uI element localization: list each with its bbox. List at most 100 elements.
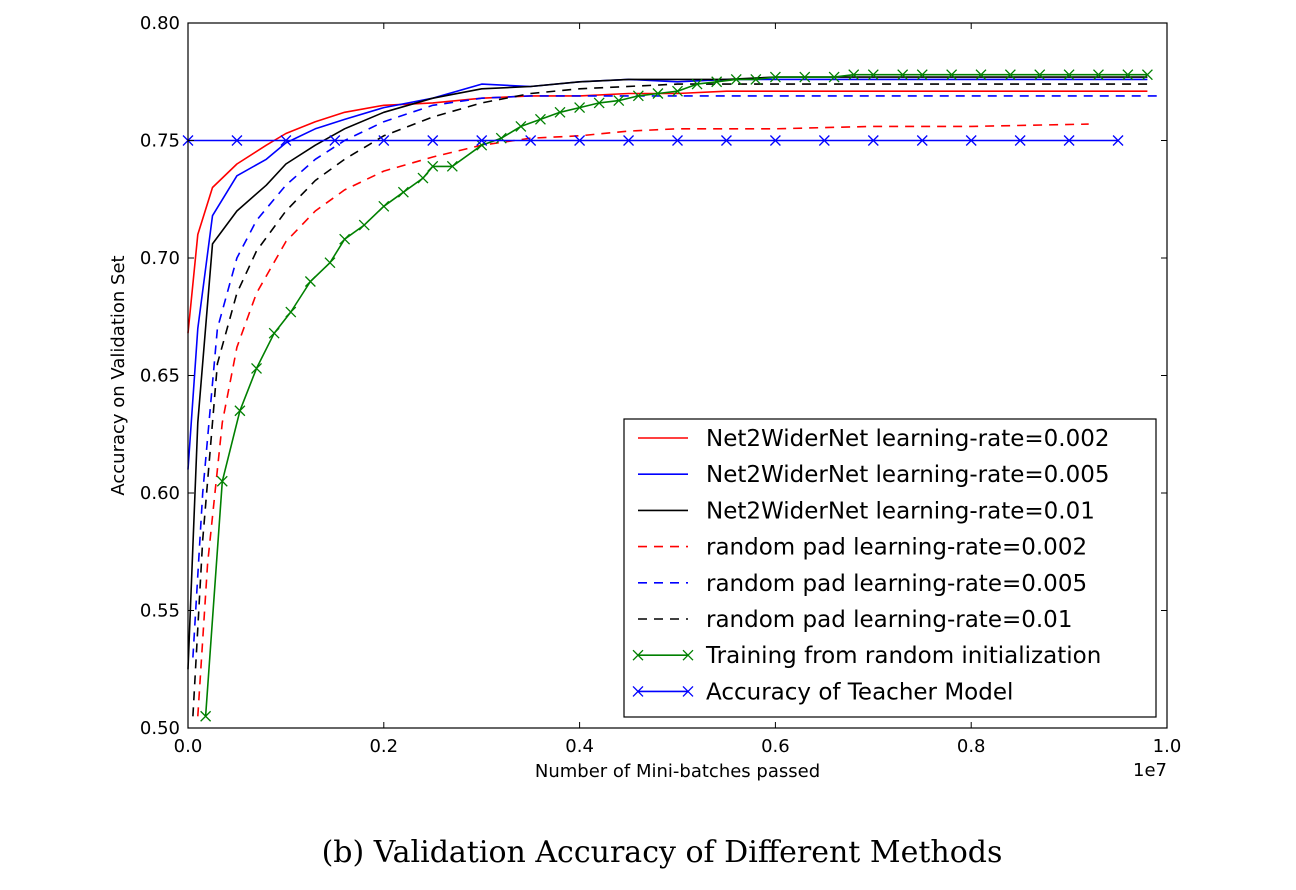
series-marker xyxy=(417,172,429,184)
legend-label: Net2WiderNet learning-rate=0.005 xyxy=(706,462,1110,488)
series-marker xyxy=(329,135,341,146)
series-marker xyxy=(916,135,928,146)
y-tick-label: 0.60 xyxy=(140,483,180,504)
series-marker xyxy=(769,135,781,146)
legend-label: random pad learning-rate=0.01 xyxy=(706,607,1072,633)
y-tick-label: 0.70 xyxy=(140,248,180,269)
series-marker xyxy=(1004,69,1016,81)
series-marker xyxy=(672,85,683,97)
series-marker xyxy=(554,106,566,118)
series-marker xyxy=(231,135,243,146)
series-marker xyxy=(1034,69,1046,81)
series-line xyxy=(187,78,1148,470)
series-line xyxy=(192,95,1158,658)
series-marker xyxy=(799,71,811,83)
series-marker xyxy=(769,71,781,83)
series-marker xyxy=(750,73,762,85)
legend-label: random pad learning-rate=0.002 xyxy=(706,535,1087,561)
axis-ticks: 0.0 0.2 0.4 0.6 0.8 1.0 0.50 0.55 0.60 0.65 0.70 0.… xyxy=(140,13,1181,757)
series-marker xyxy=(1063,69,1075,81)
legend-label: Training from random initialization xyxy=(705,643,1101,669)
plot-lines xyxy=(182,69,1158,722)
series-marker xyxy=(867,69,879,81)
series-marker xyxy=(1112,135,1124,146)
series-marker xyxy=(682,649,694,661)
series-marker xyxy=(632,685,644,697)
series-7 xyxy=(182,135,1124,146)
series-0 xyxy=(187,90,1148,334)
legend-label: Net2WiderNet learning-rate=0.002 xyxy=(706,426,1110,452)
series-marker xyxy=(200,710,212,722)
series-marker xyxy=(378,135,390,146)
series-marker xyxy=(280,135,292,146)
x-axis-offset-label: 1e7 xyxy=(1133,760,1167,781)
series-marker xyxy=(711,76,723,88)
x-tick-label: 0.2 xyxy=(369,736,398,757)
legend-box xyxy=(623,418,1157,718)
series-marker xyxy=(848,69,860,81)
legend-label: Accuracy of Teacher Model xyxy=(706,679,1013,705)
series-marker xyxy=(446,160,458,172)
y-tick-label: 0.65 xyxy=(140,366,180,387)
y-tick-label: 0.75 xyxy=(140,131,180,152)
series-marker xyxy=(691,78,703,90)
series-marker xyxy=(828,71,840,83)
y-axis-label: Accuracy on Validation Set xyxy=(108,255,129,495)
series-line xyxy=(192,83,1148,717)
y-tick-label: 0.55 xyxy=(140,601,180,622)
x-tick-label: 1.0 xyxy=(1153,736,1182,757)
series-marker xyxy=(593,97,605,109)
x-tick-label: 0.6 xyxy=(761,736,790,757)
series-marker xyxy=(672,135,683,146)
series-marker xyxy=(285,306,297,318)
series-marker xyxy=(730,73,742,85)
series-marker xyxy=(476,135,488,146)
legend-item: random pad learning-rate=0.002 xyxy=(638,535,1087,561)
series-marker xyxy=(1122,69,1134,81)
series-marker xyxy=(1014,135,1026,146)
series-marker xyxy=(720,135,732,146)
series-marker xyxy=(867,135,879,146)
series-marker xyxy=(897,69,909,81)
legend-item: Accuracy of Teacher Model xyxy=(632,679,1013,705)
series-marker xyxy=(1141,69,1153,81)
series-marker xyxy=(818,135,830,146)
series-marker xyxy=(975,69,987,81)
series-marker xyxy=(304,276,316,287)
series-marker xyxy=(427,135,439,146)
x-axis-label: Number of Mini-batches passed xyxy=(535,761,820,782)
series-marker xyxy=(324,257,336,269)
series-1 xyxy=(187,78,1148,470)
series-marker xyxy=(234,405,246,417)
series-6 xyxy=(200,69,1153,722)
series-marker xyxy=(682,685,694,697)
series-marker xyxy=(916,69,928,81)
figure-caption: (b) Validation Accuracy of Different Met… xyxy=(322,835,1003,870)
legend-item: Net2WiderNet learning-rate=0.01 xyxy=(638,498,1095,524)
series-marker xyxy=(427,160,439,172)
legend-item: Net2WiderNet learning-rate=0.002 xyxy=(638,426,1110,452)
series-3 xyxy=(197,123,1089,717)
series-marker xyxy=(613,95,625,107)
x-tick-label: 0.4 xyxy=(565,736,594,757)
y-tick-label: 0.50 xyxy=(140,718,180,739)
series-line xyxy=(187,90,1148,334)
legend-label: random pad learning-rate=0.005 xyxy=(706,571,1087,597)
series-marker xyxy=(495,132,507,144)
series-5 xyxy=(192,83,1148,717)
series-marker xyxy=(965,135,977,146)
legend-item: random pad learning-rate=0.01 xyxy=(638,607,1072,633)
legend: Net2WiderNet learning-rate=0.002 Net2Wide… xyxy=(623,418,1157,718)
legend-label: Net2WiderNet learning-rate=0.01 xyxy=(706,498,1095,524)
series-line xyxy=(197,123,1089,717)
series-marker xyxy=(632,649,644,661)
series-marker xyxy=(378,200,390,212)
series-marker xyxy=(339,233,351,245)
series-marker xyxy=(946,69,958,81)
series-marker xyxy=(632,90,644,102)
series-4 xyxy=(192,95,1158,658)
series-marker xyxy=(1063,135,1075,146)
series-marker xyxy=(268,327,280,339)
series-marker xyxy=(623,135,635,146)
